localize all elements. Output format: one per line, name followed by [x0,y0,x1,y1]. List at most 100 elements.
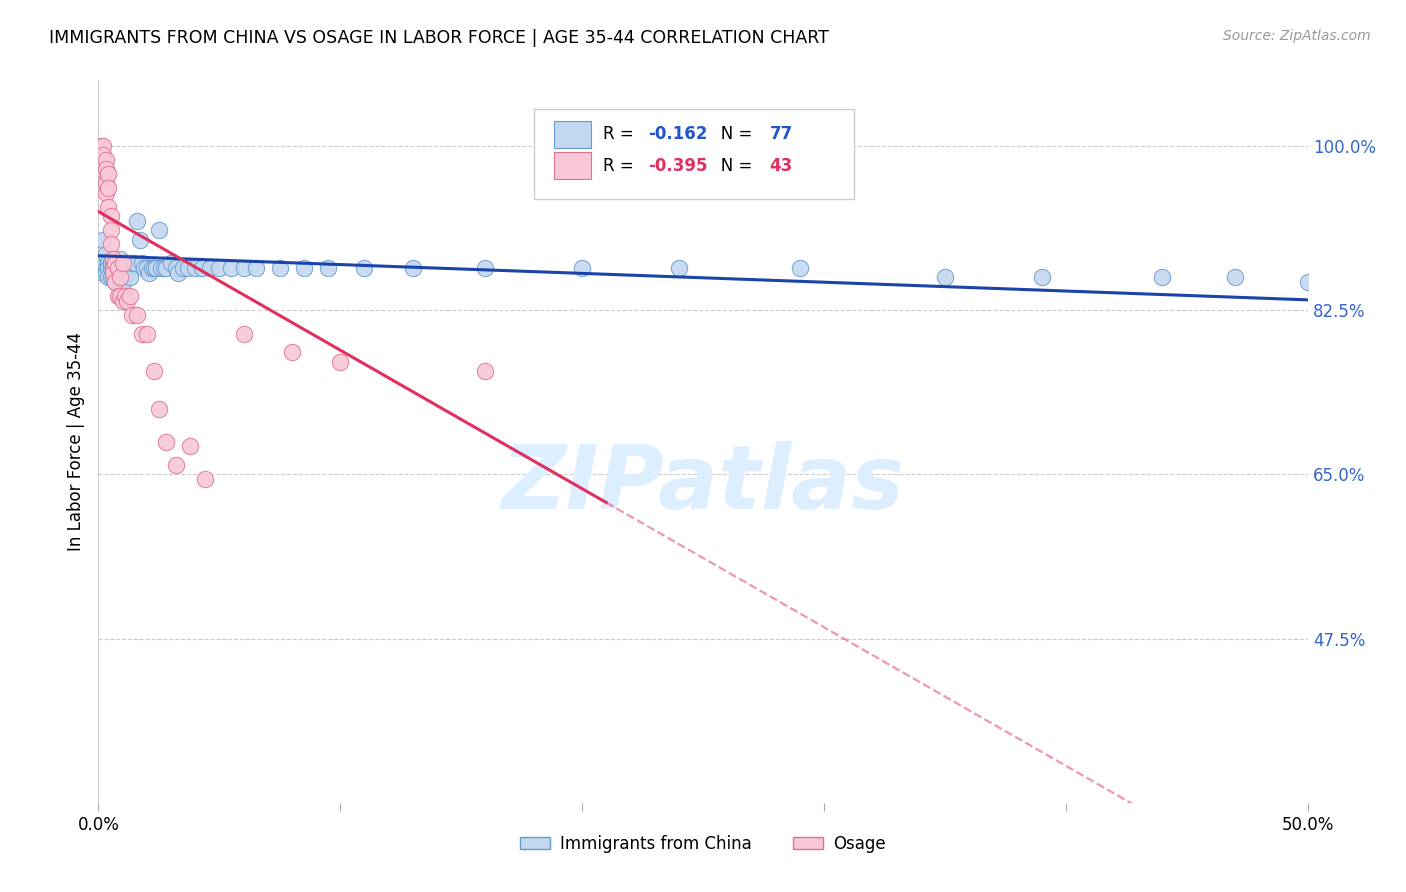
Point [100,223,122,237]
Point [100,210,122,224]
Point [91,266,114,280]
Point [97,260,120,275]
Point [118,260,141,275]
Point [104,275,127,289]
Point [100,256,122,270]
Point [90,256,112,270]
Point [177,260,200,275]
Point [104,266,127,280]
Point [108,289,131,303]
Point [198,260,221,275]
Point [114,256,136,270]
Point [101,260,124,275]
Point [97,181,120,195]
Point [108,252,131,266]
Point [128,233,150,247]
Point [172,260,194,275]
Point [789,260,811,275]
Point [1223,270,1246,285]
Point [571,260,593,275]
Point [232,260,254,275]
Text: R =: R = [603,126,638,144]
Point [155,434,177,449]
Point [474,364,496,378]
Point [97,270,120,285]
Point [90,139,112,153]
Point [94,153,117,167]
Point [402,260,425,275]
Point [595,852,617,866]
Point [107,260,129,275]
Point [100,256,122,270]
Point [94,260,117,275]
Point [91,148,114,162]
Point [101,252,124,266]
Point [934,270,956,285]
Point [184,260,207,275]
Point [134,260,156,275]
Point [100,270,122,285]
Text: 43: 43 [769,156,793,175]
Point [90,162,112,177]
Point [165,260,187,275]
Point [167,266,190,280]
Point [135,326,157,341]
Point [104,260,127,275]
Point [101,260,124,275]
Point [111,275,134,289]
Point [121,308,143,322]
Point [143,260,166,275]
Point [281,345,304,359]
Point [1031,270,1053,285]
Point [329,355,352,369]
Point [316,260,339,275]
Point [100,237,122,252]
Point [94,247,117,261]
Point [165,458,187,472]
Point [94,177,117,191]
Text: N =: N = [706,156,758,175]
Point [353,260,375,275]
Point [104,275,127,289]
Point [292,260,315,275]
Point [141,260,163,275]
Point [131,256,153,270]
Point [117,256,139,270]
Text: ZIPatlas: ZIPatlas [502,442,904,528]
Point [107,260,129,275]
Point [160,256,183,270]
Point [90,260,112,275]
Point [121,256,143,270]
Point [152,260,174,275]
Point [91,139,114,153]
Point [269,260,291,275]
Text: R =: R = [603,156,638,175]
Point [94,266,117,280]
Y-axis label: In Labor Force | Age 35-44: In Labor Force | Age 35-44 [66,332,84,551]
Point [107,270,129,285]
Point [145,260,167,275]
Point [111,293,134,308]
Point [668,260,690,275]
Point [143,364,166,378]
Point [150,260,173,275]
FancyBboxPatch shape [554,152,591,179]
Point [101,270,124,285]
Point [221,260,243,275]
Point [127,308,149,322]
FancyBboxPatch shape [554,120,591,148]
Point [101,266,124,280]
Point [94,162,117,177]
Point [131,326,153,341]
Point [104,256,127,270]
Point [97,200,120,214]
Point [111,260,134,275]
Point [135,260,157,275]
Point [107,256,129,270]
Text: -0.395: -0.395 [648,156,709,175]
Point [148,223,170,237]
Text: 77: 77 [769,126,793,144]
Point [191,260,214,275]
Point [108,266,131,280]
Point [138,266,160,280]
